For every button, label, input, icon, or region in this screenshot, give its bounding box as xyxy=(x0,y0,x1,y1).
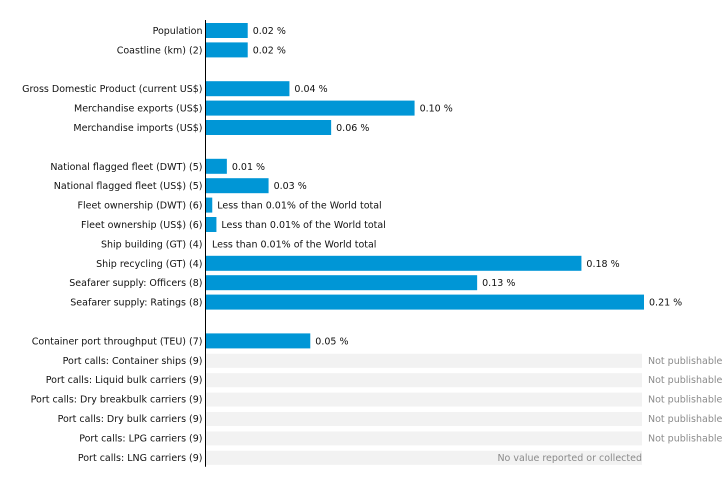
no-data-note: No value reported or collected xyxy=(497,453,642,464)
no-data-band xyxy=(206,450,642,465)
value-label: Less than 0.01% of the World total xyxy=(217,201,381,212)
bar xyxy=(206,255,582,271)
category-label: Ship building (GT) (4) xyxy=(101,239,203,250)
category-label: Port calls: Container ships (9) xyxy=(63,356,203,367)
category-label: Ship recycling (GT) (4) xyxy=(96,259,202,270)
no-data-band xyxy=(206,412,642,426)
no-data-note: Not publishable xyxy=(648,414,722,425)
bar xyxy=(206,81,290,97)
bar xyxy=(206,100,415,116)
value-label: 0.13 % xyxy=(482,278,515,289)
category-label: Merchandise exports (US$) xyxy=(74,104,203,115)
category-label: Port calls: Dry bulk carriers (9) xyxy=(58,414,203,425)
category-label: National flagged fleet (US$) (5) xyxy=(54,181,203,192)
no-data-band xyxy=(206,431,642,446)
category-label: Gross Domestic Product (current US$) xyxy=(22,84,202,95)
no-data-band xyxy=(206,353,642,368)
value-label: 0.04 % xyxy=(294,84,327,95)
value-label: 0.02 % xyxy=(253,45,286,56)
category-label: Merchandise imports (US$) xyxy=(73,123,202,134)
category-label: Port calls: Dry breakbulk carriers (9) xyxy=(31,395,203,406)
bar xyxy=(206,217,217,232)
bar xyxy=(206,275,478,291)
value-label: 0.01 % xyxy=(232,162,265,173)
category-label: Port calls: LNG carriers (9) xyxy=(78,453,203,464)
value-label: Less than 0.01% of the World total xyxy=(221,220,385,231)
no-data-note: Not publishable xyxy=(648,433,722,444)
bar xyxy=(206,294,644,310)
category-label: Port calls: LPG carriers (9) xyxy=(79,433,202,444)
category-label: Seafarer supply: Officers (8) xyxy=(69,278,202,289)
bar xyxy=(206,42,248,58)
no-data-note: Not publishable xyxy=(648,356,722,367)
category-label: Coastline (km) (2) xyxy=(117,45,203,56)
category-label: Container port throughput (TEU) (7) xyxy=(32,336,203,347)
category-label: Fleet ownership (US$) (6) xyxy=(81,220,202,231)
bar xyxy=(206,197,213,213)
bar xyxy=(206,333,311,349)
no-data-note: Not publishable xyxy=(648,375,722,386)
value-label: 0.03 % xyxy=(274,181,307,192)
value-label: Less than 0.01% of the World total xyxy=(212,239,376,250)
no-data-band xyxy=(206,392,642,407)
bar xyxy=(206,158,227,174)
bar xyxy=(206,120,332,135)
category-label: Seafarer supply: Ratings (8) xyxy=(70,298,202,309)
value-label: 0.02 % xyxy=(253,26,286,37)
category-label: Population xyxy=(153,26,203,37)
chart-rows: Population 0.02 % Coastline (km) (2) 0.02 %… xyxy=(22,23,722,465)
value-label: 0.10 % xyxy=(420,104,453,115)
category-label: Fleet ownership (DWT) (6) xyxy=(78,201,203,212)
no-data-note: Not publishable xyxy=(648,395,722,406)
category-label: National flagged fleet (DWT) (5) xyxy=(50,162,202,173)
value-label: 0.18 % xyxy=(586,259,619,270)
bar xyxy=(206,178,269,194)
value-label: 0.21 % xyxy=(649,298,682,309)
category-label: Port calls: Liquid bulk carriers (9) xyxy=(46,375,203,386)
value-label: 0.05 % xyxy=(315,336,348,347)
no-data-band xyxy=(206,373,642,388)
bar xyxy=(206,23,248,38)
value-label: 0.06 % xyxy=(336,123,369,134)
